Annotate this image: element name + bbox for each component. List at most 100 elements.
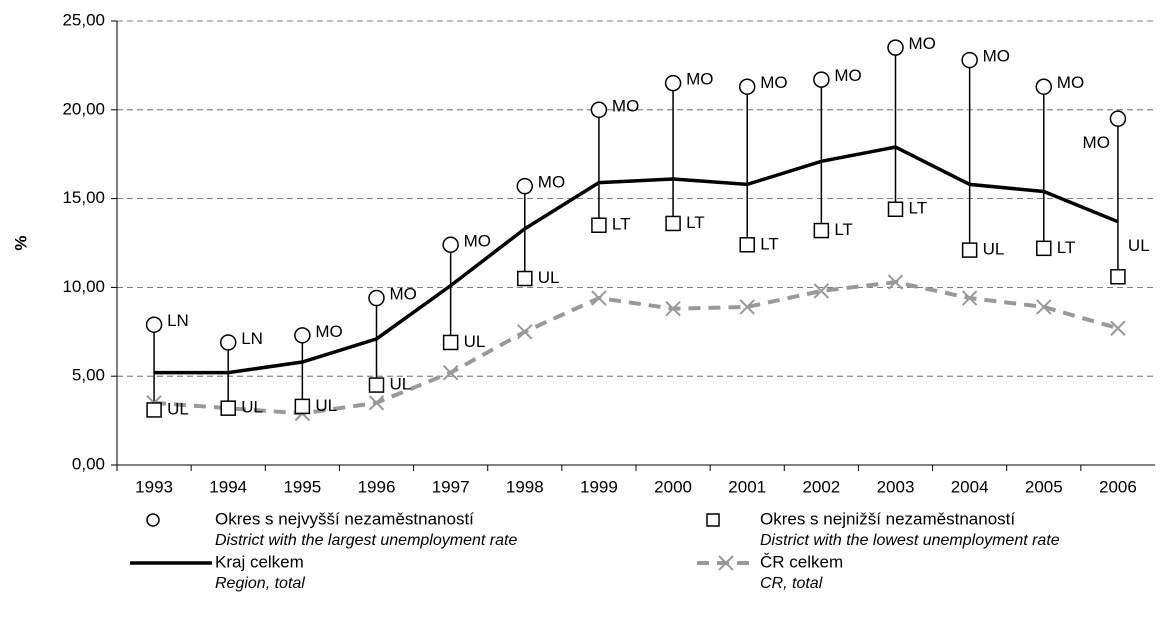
x-tick-label: 2005	[1025, 477, 1063, 496]
x-marker	[961, 290, 978, 306]
square-marker	[961, 242, 978, 258]
y-tick-label: 0,00	[72, 454, 105, 473]
point-label: MO	[983, 47, 1010, 66]
x-marker	[591, 290, 607, 306]
circle-marker	[368, 289, 385, 307]
legend-marker	[718, 555, 734, 571]
square-marker	[220, 400, 236, 416]
point-label: MO	[760, 73, 787, 92]
legend-label: District with the lowest unemployment ra…	[760, 532, 1060, 549]
y-tick-label: 15,00	[62, 188, 105, 207]
y-tick-label: 20,00	[62, 99, 105, 118]
legend-marker	[146, 513, 160, 527]
point-label: MO	[1057, 73, 1084, 92]
legend-label: District with the largest unemployment r…	[215, 532, 517, 549]
point-label: UL	[167, 399, 189, 418]
circle-marker	[664, 74, 682, 92]
circle-marker	[1035, 78, 1053, 95]
point-label: MO	[612, 96, 639, 115]
point-label: UL	[1128, 236, 1150, 255]
x-tick-label: 2006	[1099, 477, 1137, 496]
legend-label: ČR celkem	[760, 552, 843, 571]
point-label: LT	[909, 199, 928, 218]
x-tick-label: 1996	[358, 477, 396, 496]
circle-marker	[738, 78, 756, 95]
y-axis-label: %	[11, 235, 30, 250]
y-tick-label: 10,00	[62, 277, 105, 296]
circle-marker	[145, 316, 163, 333]
point-label: UL	[315, 396, 337, 415]
x-marker	[1110, 320, 1126, 336]
circle-marker	[887, 39, 904, 56]
square-marker	[1110, 268, 1126, 285]
x-marker	[739, 299, 755, 315]
point-label: MO	[909, 34, 936, 53]
legend-label: Region, total	[215, 575, 305, 592]
x-marker	[813, 283, 830, 299]
x-tick-label: 1993	[135, 477, 173, 496]
point-label: MO	[390, 285, 417, 304]
square-marker	[591, 217, 607, 233]
square-marker	[1036, 240, 1052, 257]
point-label: LT	[760, 234, 779, 253]
series-line	[153, 280, 1119, 416]
x-marker	[665, 301, 681, 317]
x-marker	[442, 364, 459, 381]
point-label: LT	[1057, 238, 1076, 257]
point-label: LN	[241, 329, 263, 348]
point-label: MO	[686, 70, 713, 89]
circle-marker	[442, 236, 459, 254]
point-label: LN	[167, 311, 189, 330]
legend-label: Okres s nejnižší nezaměstnaností	[760, 509, 1015, 528]
point-label: LT	[612, 215, 631, 234]
point-label: MO	[538, 173, 565, 192]
x-tick-label: 2004	[951, 477, 989, 496]
legend-label: CR, total	[760, 575, 823, 592]
square-marker	[813, 222, 830, 239]
square-marker	[146, 402, 162, 418]
circle-marker	[961, 51, 978, 69]
x-tick-label: 2003	[877, 477, 915, 496]
point-label: LT	[686, 213, 705, 232]
x-tick-label: 2002	[802, 477, 840, 496]
point-label: MO	[834, 66, 861, 85]
x-tick-label: 2001	[728, 477, 766, 496]
square-marker	[294, 398, 311, 415]
circle-marker	[516, 177, 534, 195]
y-tick-label: 25,00	[62, 10, 105, 29]
legend-label: Kraj celkem	[215, 552, 304, 571]
legend-label: Okres s nejvyšší nezaměstnaností	[215, 509, 474, 528]
square-marker	[887, 201, 904, 218]
point-label: LT	[834, 220, 853, 239]
circle-marker	[219, 334, 237, 351]
point-label: UL	[464, 332, 486, 351]
point-label: MO	[315, 322, 342, 341]
square-marker	[442, 334, 459, 351]
circle-marker	[294, 327, 311, 344]
legend-marker	[706, 513, 720, 527]
x-marker	[517, 324, 533, 340]
circle-marker	[590, 101, 608, 119]
circle-marker	[1109, 110, 1127, 127]
square-marker	[665, 215, 681, 232]
circle-marker	[813, 71, 830, 88]
x-tick-label: 1994	[209, 477, 247, 496]
point-label: UL	[538, 268, 560, 287]
x-tick-label: 1998	[506, 477, 544, 496]
x-tick-label: 1995	[283, 477, 321, 496]
x-marker	[368, 395, 385, 411]
square-marker	[739, 237, 755, 253]
x-tick-label: 1997	[432, 477, 470, 496]
x-tick-label: 1999	[580, 477, 618, 496]
square-marker	[368, 377, 385, 393]
point-label: MO	[464, 231, 491, 250]
series-line	[154, 145, 1119, 375]
point-label: UL	[983, 240, 1005, 259]
point-label: UL	[241, 398, 263, 417]
point-label: MO	[1083, 133, 1110, 152]
x-marker	[887, 274, 904, 290]
point-label: UL	[390, 375, 412, 394]
x-tick-label: 2000	[654, 477, 692, 496]
y-tick-label: 5,00	[72, 366, 105, 385]
